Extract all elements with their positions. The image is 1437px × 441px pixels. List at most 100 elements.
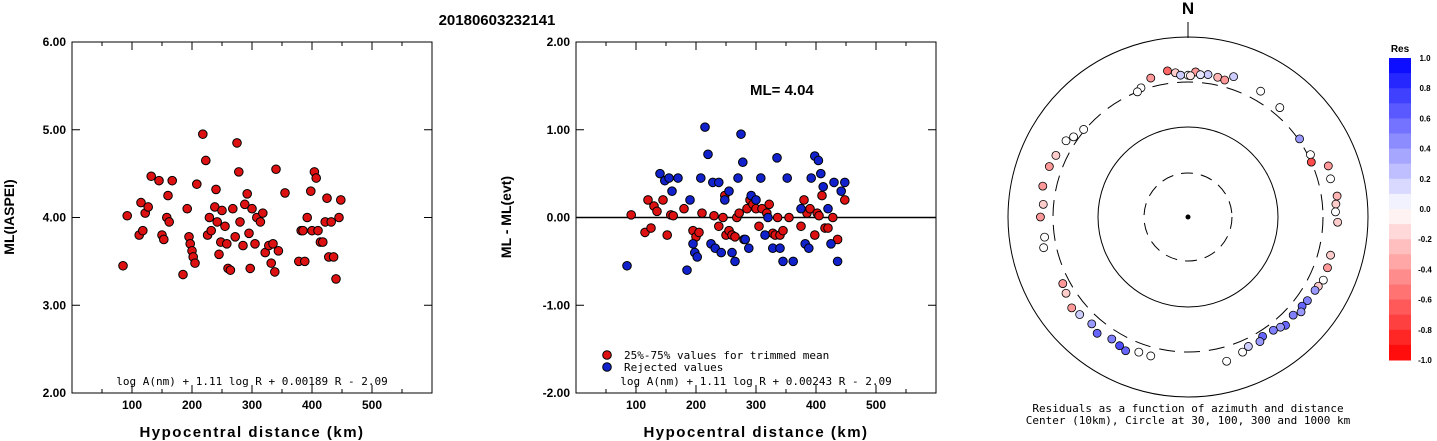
data-point <box>775 243 785 254</box>
data-point <box>300 256 310 267</box>
station-residual-point <box>1051 151 1061 160</box>
station-residual-point <box>1333 217 1343 227</box>
data-point <box>298 225 308 236</box>
legend-label-rejected: Rejected values <box>624 361 723 374</box>
data-point <box>206 225 216 236</box>
colorbar-cell <box>1389 329 1411 346</box>
data-point <box>328 252 339 262</box>
colorbar-cell <box>1389 193 1411 210</box>
data-point <box>143 202 153 212</box>
y-axis-label: ML - ML(evt) <box>498 176 514 258</box>
data-point <box>727 247 737 258</box>
data-point <box>273 246 284 256</box>
colorbar-tick-label: -0.2 <box>1418 235 1432 244</box>
data-point <box>322 193 332 203</box>
north-label: N <box>1182 0 1194 18</box>
data-point <box>817 190 827 201</box>
data-point <box>235 217 245 227</box>
data-point <box>716 247 727 258</box>
station-residual-point <box>1220 75 1230 85</box>
data-point <box>270 267 280 277</box>
data-point <box>217 205 227 216</box>
data-point <box>167 175 177 186</box>
data-point <box>778 225 788 236</box>
station-residual-point <box>1296 307 1306 317</box>
station-residual-point <box>1229 72 1239 82</box>
data-point <box>764 199 775 210</box>
station-residual-point <box>1069 132 1078 142</box>
station-residual-point <box>1040 232 1050 242</box>
data-point <box>814 210 824 221</box>
data-point <box>234 167 244 177</box>
data-point <box>788 256 799 267</box>
data-point <box>685 195 695 205</box>
station-residual-point <box>1222 356 1232 366</box>
colorbar-cell <box>1389 209 1411 225</box>
data-point <box>733 173 743 183</box>
data-point <box>658 195 668 205</box>
colorbar-cell <box>1389 163 1411 180</box>
data-point <box>730 256 740 267</box>
data-point <box>201 155 211 166</box>
data-point <box>247 203 257 214</box>
data-point <box>836 186 847 196</box>
colorbar-cell <box>1389 73 1411 89</box>
data-point <box>331 274 341 284</box>
data-point <box>673 173 683 183</box>
legend-marker-trimmed <box>602 350 612 360</box>
data-point <box>146 171 156 182</box>
data-point <box>164 217 174 227</box>
data-point <box>280 188 290 198</box>
data-point <box>692 252 703 262</box>
panel-azimuth-residuals: N Residuals as a function of azimuth and… <box>1007 0 1369 427</box>
ml-annotation: ML= 4.04 <box>750 82 814 99</box>
data-point <box>662 230 673 240</box>
y-tick-label: 4.00 <box>43 211 67 225</box>
data-point <box>258 208 268 218</box>
colorbar-cell <box>1389 269 1411 285</box>
station-residual-point <box>1326 174 1335 184</box>
station-residual-point <box>1238 347 1247 357</box>
station-residual-point <box>1323 263 1332 273</box>
data-point <box>756 173 766 183</box>
station-residual-point <box>1115 341 1124 351</box>
y-tick-label: 1.00 <box>547 123 571 137</box>
colorbar-cell <box>1389 133 1411 150</box>
data-point <box>336 195 346 205</box>
data-point <box>212 217 222 227</box>
data-point <box>122 210 132 221</box>
data-point <box>198 129 208 139</box>
data-point <box>250 239 260 249</box>
x-tick-label: 400 <box>302 398 322 412</box>
data-point <box>751 195 761 205</box>
colorbar-cell <box>1389 148 1411 165</box>
station-residual-point <box>1306 157 1316 167</box>
data-point <box>136 197 146 208</box>
data-point <box>667 186 677 196</box>
panel-ml-residual: -2.00 -1.00 0.00 1.00 2.00 100 200 300 400 500 ML… <box>498 35 937 441</box>
colorbar-tick-label: 0.8 <box>1419 84 1431 93</box>
x-tick-label: 100 <box>122 398 142 412</box>
data-point <box>220 221 230 232</box>
data-point <box>714 221 724 232</box>
station-residual-point <box>1186 71 1195 81</box>
x-tick-label: 400 <box>806 398 826 412</box>
y-tick-label: 5.00 <box>43 123 67 137</box>
data-point <box>326 217 337 227</box>
data-point <box>268 239 278 249</box>
data-point <box>266 258 277 268</box>
colorbar-tick-label: -1.0 <box>1418 356 1432 365</box>
data-point <box>744 243 754 254</box>
epicenter-dot <box>1185 214 1191 220</box>
data-point <box>232 138 242 148</box>
y-axis-label: ML(IASPEI) <box>1 179 17 254</box>
data-point <box>828 212 838 223</box>
data-point <box>740 234 751 245</box>
data-point <box>696 173 706 183</box>
y-tick-label: -1.00 <box>543 298 571 312</box>
station-residual-point <box>1133 87 1142 97</box>
station-residual-point <box>1092 328 1102 338</box>
data-point <box>306 186 316 196</box>
station-residual-point <box>1146 351 1156 361</box>
